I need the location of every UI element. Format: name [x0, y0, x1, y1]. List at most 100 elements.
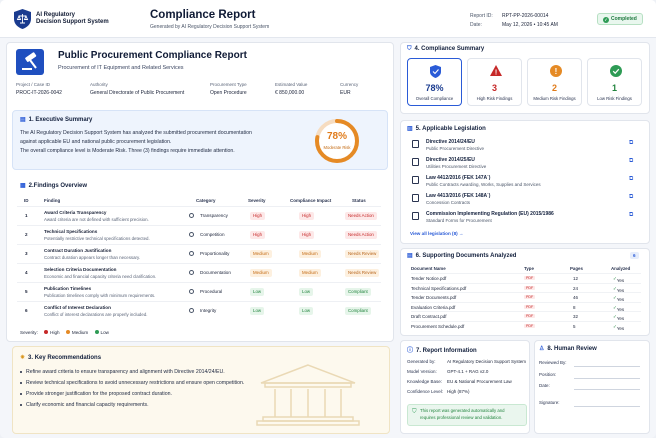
table-row[interactable]: 3 Contract Duration Justification Contract… [17, 244, 381, 262]
document-name: Tender Documents.pdf [411, 295, 457, 300]
finding-id: 5 [25, 289, 28, 294]
human-review-heading: ♙ 8. Human Review [539, 345, 597, 352]
finding-title: Publication Timelines [44, 286, 92, 291]
analyzed-value: Yes [616, 316, 625, 321]
legislation-item[interactable]: Law 4413/2016 (FEK 148A΄) Concession Cont… [412, 193, 642, 209]
finding-title: Award Criteria Transparency [44, 210, 107, 215]
brand-line-2: Decision Support System [36, 19, 109, 25]
document-name: Technical Specifications.pdf [411, 285, 467, 291]
document-row[interactable]: Technical Specifications.pdf PDF 24 ✓ Yes [411, 282, 641, 293]
document-pages: 24 [573, 285, 579, 291]
field-label-authority: Authority [90, 82, 108, 87]
pdf-type-badge: PDF [524, 323, 536, 328]
alert-circle-icon: ! [550, 65, 562, 77]
impact-pill: Low [299, 307, 314, 315]
impact-pill: Medium [299, 250, 321, 258]
report-id-value: RPT-PP-2026-00014 [502, 13, 549, 19]
status-pill: Compliant [345, 288, 371, 296]
external-link-icon[interactable]: ⧉ [629, 140, 634, 146]
document-row[interactable]: Procurement Schedule.pdf PDF 5 ✓ Yes [411, 320, 641, 331]
recommendations-heading-text: 3. Key Recommendations [28, 355, 102, 361]
review-label-position: Position: [539, 372, 557, 377]
legislation-item[interactable]: Directive 2014/25/EU Utilities Procuremen… [412, 157, 642, 173]
svg-text:!: ! [555, 67, 558, 76]
status-pill: Compliant [345, 307, 371, 315]
document-analyzed: ✓ Yes [613, 323, 625, 331]
severity-pill: High [250, 231, 266, 239]
severity-pill: Low [250, 288, 265, 296]
document-icon: ▤ [20, 117, 26, 123]
severity-pill: High [250, 212, 266, 220]
lightbulb-icon: ✷ [20, 355, 26, 361]
legend-high: High [50, 330, 60, 335]
note-line-1: This report was generated automatically … [420, 408, 505, 413]
position-input[interactable] [574, 378, 640, 379]
finding-id: 3 [25, 251, 28, 256]
gauge-value: 78% [326, 131, 347, 142]
summary-label: Low Risk Findings [597, 96, 632, 101]
summary-value: 2 [551, 83, 557, 93]
table-row[interactable]: 6 Conflict of Interest Declaration Conflic… [17, 301, 381, 319]
analyzed-value: Yes [616, 297, 625, 302]
page-subtitle: Generated by AI Regulatory Decision Supp… [150, 24, 270, 30]
field-value-case-id: PROC-IT-2026-0042 [16, 90, 62, 96]
info-value-generated: AI Regulatory Decision Support System [447, 359, 527, 364]
human-review-heading-text: 8. Human Review [547, 346, 597, 352]
table-row[interactable]: 1 Award Criteria Transparency Award criter… [17, 206, 381, 224]
check-circle-icon [610, 65, 622, 77]
document-pages: 32 [573, 314, 579, 319]
report-header: AI Regulatory Decision Support System Co… [0, 0, 656, 38]
reviewed-by-input[interactable] [574, 366, 640, 367]
external-link-icon[interactable]: ⧉ [629, 158, 634, 164]
recommendation-item: Review technical specifications to avoid… [19, 380, 245, 386]
executive-summary-heading-text: 1. Executive Summary [28, 117, 93, 123]
user-icon: ♙ [539, 346, 545, 352]
summary-box-low: 1 Low Risk Findings [587, 58, 642, 106]
external-link-icon[interactable]: ⧉ [629, 176, 634, 182]
signature-input[interactable] [574, 406, 640, 407]
legislation-item[interactable]: Commission Implementing Regulation (EU) … [412, 211, 642, 227]
status-badge: ✓ Completed [597, 13, 643, 25]
impact-pill: High [299, 231, 315, 239]
document-pages: 5 [573, 323, 576, 329]
executive-summary-heading: ▤ 1. Executive Summary [20, 116, 92, 123]
date-meta: Date: May 12, 2026 • 10:45 AM [470, 22, 558, 28]
document-row[interactable]: Draft Contract.pdf PDF 32 ✓ Yes [411, 311, 641, 321]
document-analyzed: ✓ Yes [613, 295, 625, 302]
summary-label: High Risk Findings [476, 96, 513, 101]
field-value-value: € 850,000.00 [275, 90, 305, 96]
legislation-heading: ▥ 5. Applicable Legislation [407, 125, 486, 132]
legislation-heading-text: 5. Applicable Legislation [415, 126, 486, 132]
summary-value: 3 [491, 83, 497, 93]
document-pages: 8 [573, 304, 576, 310]
book-icon: ▥ [407, 126, 413, 132]
severity-pill: Medium [250, 250, 272, 258]
review-label-reviewed-by: Reviewed By: [539, 360, 567, 365]
document-row[interactable]: Tender Documents.pdf PDF 46 ✓ Yes [411, 292, 641, 302]
recommendation-item: Refine award criteria to ensure transpar… [20, 369, 225, 375]
table-row[interactable]: 5 Publication Timelines Publication timeli… [17, 282, 381, 300]
document-count-badge: 6 [630, 252, 639, 259]
legislation-title: Commission Implementing Regulation (EU) … [426, 211, 554, 217]
document-row[interactable]: Tender Notice.pdf PDF 12 ✓ Yes [411, 273, 641, 283]
doc-col-name: Document Name [411, 266, 446, 271]
document-row[interactable]: Evaluation Criteria.pdf PDF 8 ✓ Yes [411, 301, 641, 312]
legislation-item[interactable]: Directive 2014/24/EU Public Procurement D… [412, 139, 642, 155]
document-icon [412, 194, 419, 202]
col-category: Category [196, 198, 216, 203]
table-row[interactable]: 2 Technical Specifications Potentially res… [17, 225, 381, 243]
table-row[interactable]: 4 Selection Criteria Documentation Economi… [17, 263, 381, 281]
col-impact: Compliance Impact [290, 198, 332, 203]
legislation-item[interactable]: Law 4412/2016 (FEK 147A΄) Public Contract… [412, 175, 642, 191]
info-value-model: GPT-4.1 + RAG v2.0 [447, 369, 489, 374]
findings-heading: ▦ 2.Findings Overview [20, 182, 87, 189]
external-link-icon[interactable]: ⧉ [629, 212, 634, 218]
external-link-icon[interactable]: ⧉ [629, 194, 634, 200]
pdf-type-badge: PDF [524, 285, 536, 290]
date-input[interactable] [574, 389, 640, 390]
impact-pill: Low [299, 288, 314, 296]
field-label-value: Estimated Value [275, 82, 308, 87]
view-all-legislation-link[interactable]: View all legislation (8) → [410, 231, 464, 236]
summary-value: 1 [611, 83, 617, 93]
finding-category: Integrity [200, 308, 217, 313]
